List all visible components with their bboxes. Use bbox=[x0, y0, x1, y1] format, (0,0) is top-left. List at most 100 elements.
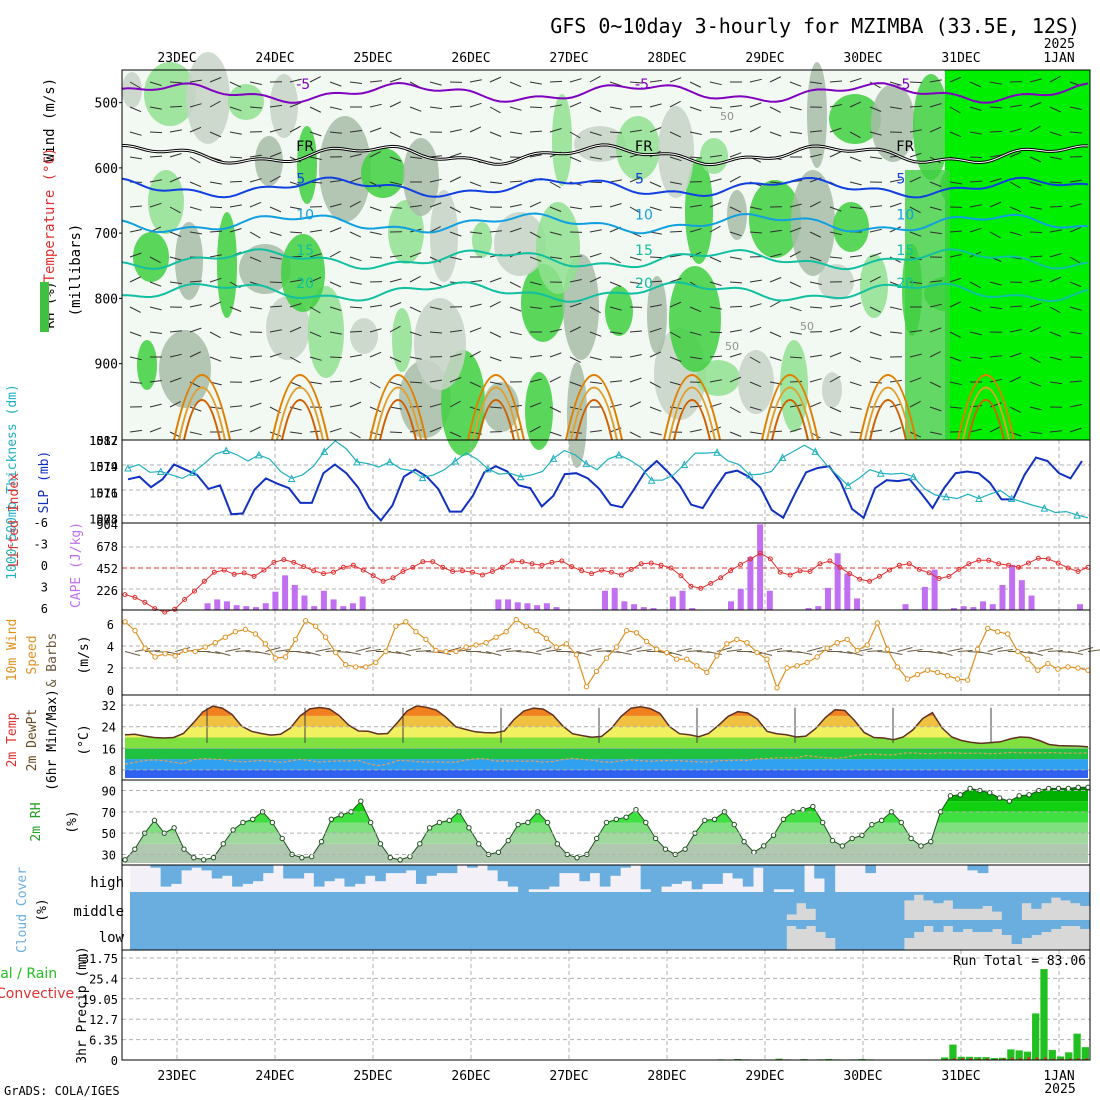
wind-barb bbox=[729, 206, 742, 213]
wind-barb bbox=[509, 306, 522, 312]
wind-barb bbox=[649, 103, 662, 108]
cloud-cell bbox=[306, 920, 317, 950]
isotherm-label: FR bbox=[296, 139, 314, 155]
wind-barb bbox=[1029, 102, 1042, 108]
wind-barb bbox=[469, 303, 482, 308]
wind-barb bbox=[129, 356, 142, 361]
cape-bar bbox=[640, 607, 647, 610]
rh-point bbox=[1065, 785, 1072, 792]
wind-speed-point bbox=[674, 656, 680, 662]
wind-barb bbox=[849, 431, 863, 434]
wind-barb bbox=[269, 128, 282, 133]
wind-barb bbox=[209, 77, 222, 83]
wind-barb bbox=[469, 381, 482, 388]
wind-barb bbox=[669, 206, 683, 209]
rh-point bbox=[515, 821, 521, 828]
wind-barb bbox=[409, 252, 422, 258]
wind-barb bbox=[589, 205, 603, 208]
wind-barb bbox=[549, 231, 562, 236]
lifted-index-point bbox=[847, 571, 853, 577]
cloud-cell bbox=[443, 920, 454, 950]
wind-barb bbox=[589, 356, 602, 361]
wind-barb bbox=[325, 650, 341, 652]
wind-barb bbox=[749, 381, 762, 388]
rh-cell bbox=[217, 212, 237, 318]
cloud-row-label: low bbox=[99, 930, 125, 946]
lifted-index-point bbox=[877, 573, 883, 579]
wind-barb bbox=[929, 79, 942, 83]
cloud-cell bbox=[1070, 892, 1081, 904]
wind-barb bbox=[429, 202, 442, 208]
wind-barb bbox=[529, 256, 542, 262]
rh-band bbox=[125, 787, 1088, 791]
wind-barb bbox=[369, 351, 382, 358]
rh-point bbox=[878, 817, 885, 824]
rh-point bbox=[662, 846, 669, 852]
wind-barb bbox=[729, 231, 742, 237]
lifted-index-point bbox=[410, 564, 416, 570]
wind-barb bbox=[729, 329, 742, 333]
wind-barb bbox=[349, 354, 362, 358]
wind-speed-point bbox=[764, 656, 770, 662]
cloud-cell bbox=[668, 920, 680, 950]
left-tick-label: 0 bbox=[41, 559, 48, 573]
rh-point bbox=[800, 807, 806, 813]
wind-barb bbox=[169, 256, 182, 261]
wind-barb bbox=[429, 155, 442, 158]
wind-speed-point bbox=[513, 616, 519, 623]
wind-barb bbox=[626, 647, 642, 652]
rh-point bbox=[250, 816, 256, 823]
wind-barb bbox=[649, 181, 662, 188]
wind-speed-point bbox=[463, 644, 469, 650]
boundary-layer-contour bbox=[472, 386, 520, 441]
precip-bar bbox=[1056, 1056, 1065, 1060]
boundary-layer-contour bbox=[369, 374, 427, 441]
rh-point bbox=[918, 843, 924, 849]
wind-barb bbox=[949, 277, 962, 283]
wind-barb bbox=[349, 81, 362, 84]
wind-barb bbox=[249, 426, 262, 433]
cloud-cell bbox=[933, 920, 944, 932]
credit-label: GrADS: COLA/IGES bbox=[4, 1084, 120, 1098]
temp-band bbox=[125, 737, 1088, 749]
lifted-index-point bbox=[638, 561, 644, 567]
thickness-marker bbox=[124, 463, 132, 472]
cloud-cell bbox=[629, 920, 640, 950]
left-tick-label: 3 bbox=[41, 581, 48, 595]
wind-barb bbox=[689, 81, 702, 88]
cloud-cell bbox=[227, 892, 239, 920]
cloud-cell bbox=[864, 920, 875, 950]
lifted-index-point bbox=[271, 559, 277, 565]
y-tick-label: 8 bbox=[109, 764, 116, 778]
wind-barb bbox=[509, 356, 522, 359]
rh-point bbox=[613, 816, 620, 823]
cloud-cell bbox=[198, 892, 209, 920]
wind-barb bbox=[129, 106, 142, 113]
lifted-index-point bbox=[291, 559, 297, 565]
y-tick-label: 0 bbox=[111, 1054, 118, 1068]
wind-speed-point bbox=[623, 627, 630, 634]
wind-barb bbox=[369, 406, 382, 413]
wind-barb bbox=[189, 126, 202, 133]
wind-barb bbox=[689, 131, 702, 135]
wind-barb bbox=[489, 406, 502, 409]
wind-barb bbox=[929, 351, 941, 358]
cloud-cell bbox=[884, 892, 895, 920]
wind-barb bbox=[409, 306, 422, 313]
wind-speed-point bbox=[332, 649, 339, 656]
y-tick-label: 25.4 bbox=[89, 972, 118, 986]
cloud-cell bbox=[913, 892, 924, 895]
wind-speed-point bbox=[844, 636, 850, 643]
wind-barb bbox=[729, 128, 742, 133]
wind-speed-point bbox=[934, 669, 941, 676]
wind-speed-point bbox=[523, 623, 529, 629]
precip-bar bbox=[1015, 1050, 1023, 1060]
wind-barb bbox=[749, 356, 761, 364]
boundary-layer-contour bbox=[565, 374, 623, 441]
cloud-cell bbox=[257, 892, 268, 920]
wind-barb bbox=[429, 226, 441, 233]
cloud-cell bbox=[262, 865, 274, 874]
rh-band bbox=[125, 822, 1088, 834]
wind-barb bbox=[289, 381, 302, 387]
